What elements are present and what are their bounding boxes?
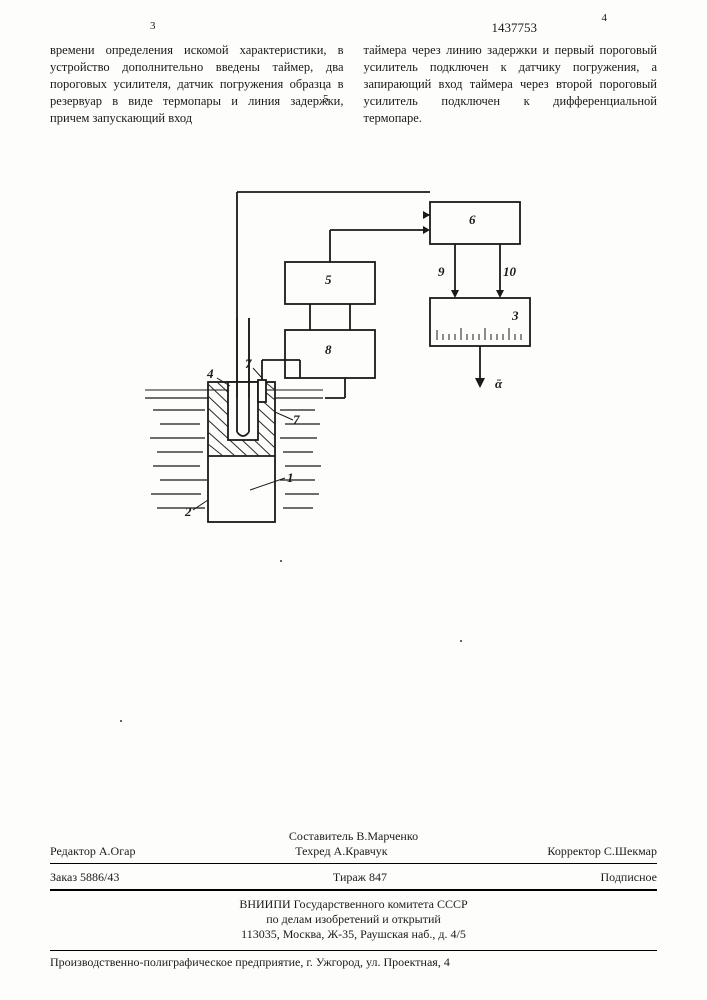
footer: Составитель В.Марченко Редактор А.Огар Т… xyxy=(50,829,657,970)
compiler-line: Составитель В.Марченко xyxy=(50,829,657,844)
corrector: Корректор С.Шекмар xyxy=(547,844,657,859)
diagram-label-5: 5 xyxy=(325,272,332,288)
editor: Редактор А.Огар xyxy=(50,844,135,859)
inst-line-1: ВНИИПИ Государственного комитета СССР xyxy=(50,897,657,912)
diagram-label-2: 2 xyxy=(185,504,192,520)
institution: ВНИИПИ Государственного комитета СССР по… xyxy=(50,897,657,942)
page-number-left: 3 xyxy=(150,20,156,32)
inst-line-2: по делам изобретений и открытий xyxy=(50,912,657,927)
page-number-right: 4 xyxy=(602,12,608,24)
diagram-label-6: 6 xyxy=(469,212,476,228)
diagram-label-7-top: 7 xyxy=(245,356,252,372)
tirazh: Тираж 847 xyxy=(333,870,387,885)
diagram-label-4: 4 xyxy=(207,366,214,382)
order-number: Заказ 5886/43 xyxy=(50,870,119,885)
diagram-label-7-bottom: 7 xyxy=(293,412,300,428)
noise-dot xyxy=(280,560,282,562)
credits: Составитель В.Марченко Редактор А.Огар Т… xyxy=(50,829,657,864)
diagram-label-10: 10 xyxy=(503,264,516,280)
podpisnoe: Подписное xyxy=(601,870,658,885)
diagram-label-3: 3 xyxy=(512,308,519,324)
patent-number: 1437753 xyxy=(492,20,538,36)
column-left: времени определения искомой характе­рист… xyxy=(50,42,344,126)
page: 3 1437753 4 времени определения искомой … xyxy=(0,0,707,1000)
text-columns: времени определения искомой характе­рист… xyxy=(50,42,657,126)
press-line: Производственно-полиграфическое предприя… xyxy=(50,950,657,970)
noise-dot xyxy=(460,640,462,642)
techred: Техред А.Кравчук xyxy=(295,844,387,859)
column-right: таймера через линию задержки и пер­вый п… xyxy=(364,42,658,126)
diagram-label-alpha: ᾱ xyxy=(495,376,502,392)
diagram-label-1: 1 xyxy=(287,470,294,486)
diagram-label-9: 9 xyxy=(438,264,445,280)
noise-dot xyxy=(120,720,122,722)
inst-line-3: 113035, Москва, Ж-35, Раушская наб., д. … xyxy=(50,927,657,942)
diagram-label-8: 8 xyxy=(325,342,332,358)
schematic-diagram: 1 2 3 4 5 6 7 7 8 9 10 ᾱ xyxy=(145,180,565,550)
order-line: Заказ 5886/43 Тираж 847 Подписное xyxy=(50,870,657,891)
margin-number: 5 xyxy=(323,93,329,105)
